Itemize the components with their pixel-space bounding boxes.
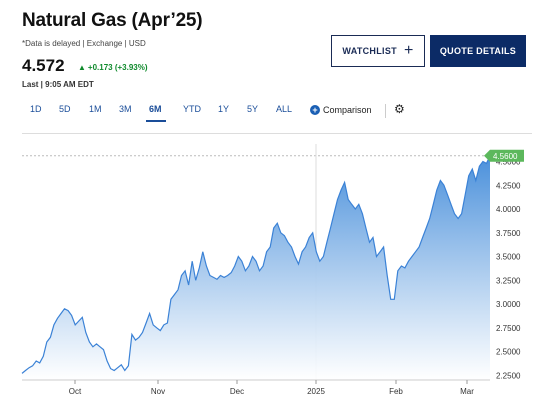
range-3m[interactable]: 3M <box>119 104 132 114</box>
y-tick-label: 3.0000 <box>496 300 521 309</box>
price-chart[interactable]: 2.2500 2.5000 2.7500 3.0000 3.2500 3.5000 3.75… <box>0 140 550 420</box>
y-tick-label: 2.7500 <box>496 324 521 333</box>
selected-range-underline <box>146 120 166 122</box>
range-5d[interactable]: 5D <box>59 104 71 114</box>
x-tick-label: Mar <box>460 387 474 396</box>
price-line <box>21 155 491 374</box>
range-all[interactable]: ALL <box>276 104 293 114</box>
gear-icon[interactable]: ⚙ <box>394 102 405 116</box>
quote-details-button[interactable]: QUOTE DETAILS <box>430 35 526 67</box>
y-tick-label: 3.2500 <box>496 276 521 285</box>
add-circle-icon: + <box>310 105 320 115</box>
y-tick-label: 2.2500 <box>496 371 521 380</box>
toolbar-divider <box>385 104 386 118</box>
last-price-tag-label: 4.5600 <box>493 152 518 161</box>
up-arrow-icon: ▲ <box>78 63 86 72</box>
y-tick-label: 3.7500 <box>496 229 521 238</box>
price-change-value: +0.173 (+3.93%) <box>87 63 148 72</box>
x-tick-label: Oct <box>69 387 82 396</box>
price-change: ▲ +0.173 (+3.93%) <box>78 63 148 72</box>
y-tick-label: 3.5000 <box>496 253 521 262</box>
y-tick-label: 4.0000 <box>496 205 521 214</box>
plus-icon: + <box>403 42 414 59</box>
comparison-label: Comparison <box>323 105 372 115</box>
range-1d[interactable]: 1D <box>30 104 42 114</box>
page-title: Natural Gas (Apr’25) <box>22 10 203 31</box>
y-tick-label: 4.2500 <box>496 181 521 190</box>
last-price: 4.572 <box>22 56 65 75</box>
range-ytd[interactable]: YTD <box>183 104 201 114</box>
data-delay-note: *Data is delayed | Exchange | USD <box>22 39 146 48</box>
x-tick-label: Nov <box>151 387 165 396</box>
last-updated: Last | 9:05 AM EDT <box>22 80 94 89</box>
x-tick-label: Dec <box>230 387 244 396</box>
price-area-fill <box>22 155 490 380</box>
range-5y[interactable]: 5Y <box>247 104 259 114</box>
chart-top-divider <box>22 133 532 134</box>
range-6m[interactable]: 6M <box>149 104 162 114</box>
watchlist-button[interactable]: WATCHLIST + <box>331 35 425 67</box>
watchlist-label: WATCHLIST <box>342 46 397 56</box>
y-tick-label: 2.5000 <box>496 348 521 357</box>
range-1y[interactable]: 1Y <box>218 104 230 114</box>
range-1m[interactable]: 1M <box>89 104 102 114</box>
last-price-tag <box>484 149 524 162</box>
y-tick-label: 4.5000 <box>496 158 521 167</box>
x-tick-label: 2025 <box>307 387 325 396</box>
comparison-button[interactable]: + Comparison <box>310 105 372 115</box>
x-tick-label: Feb <box>389 387 403 396</box>
